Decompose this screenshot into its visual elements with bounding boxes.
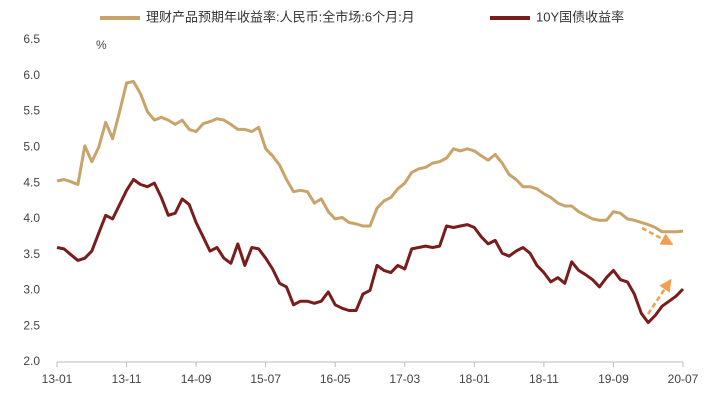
x-tick-label: 17-03 <box>389 372 420 386</box>
y-tick-label: 5.5 <box>23 104 40 118</box>
y-tick-label: 6.5 <box>23 32 40 46</box>
x-tick-label: 13-01 <box>42 372 73 386</box>
unit-label: % <box>96 38 107 52</box>
y-tick-label: 5.0 <box>23 140 40 154</box>
x-tick-label: 20-07 <box>668 372 699 386</box>
x-tick-label: 18-01 <box>459 372 490 386</box>
series-line <box>56 80 684 234</box>
y-tick-label: 4.0 <box>23 211 40 225</box>
arrow-down <box>641 226 674 245</box>
x-tick-label: 15-07 <box>250 372 281 386</box>
arrow-up <box>646 278 672 315</box>
x-tick-label: 16-05 <box>320 372 351 386</box>
x-tick-label: 14-09 <box>181 372 212 386</box>
x-tick-label: 19-09 <box>598 372 629 386</box>
series-line <box>56 178 685 325</box>
x-tick-label: 18-11 <box>529 372 559 386</box>
y-tick-label: 3.5 <box>23 247 40 261</box>
y-tick-label: 2.5 <box>23 318 40 332</box>
legend-label: 理财产品预期年收益率:人民币:全市场:6个月:月 <box>146 9 415 24</box>
y-tick-label: 6.0 <box>23 68 40 82</box>
y-tick-label: 2.0 <box>23 354 40 368</box>
y-tick-label: 4.5 <box>23 175 40 189</box>
y-tick-label: 3.0 <box>23 283 40 297</box>
x-tick-label: 13-11 <box>112 372 142 386</box>
legend-label: 10Y国债收益率 <box>536 9 624 24</box>
